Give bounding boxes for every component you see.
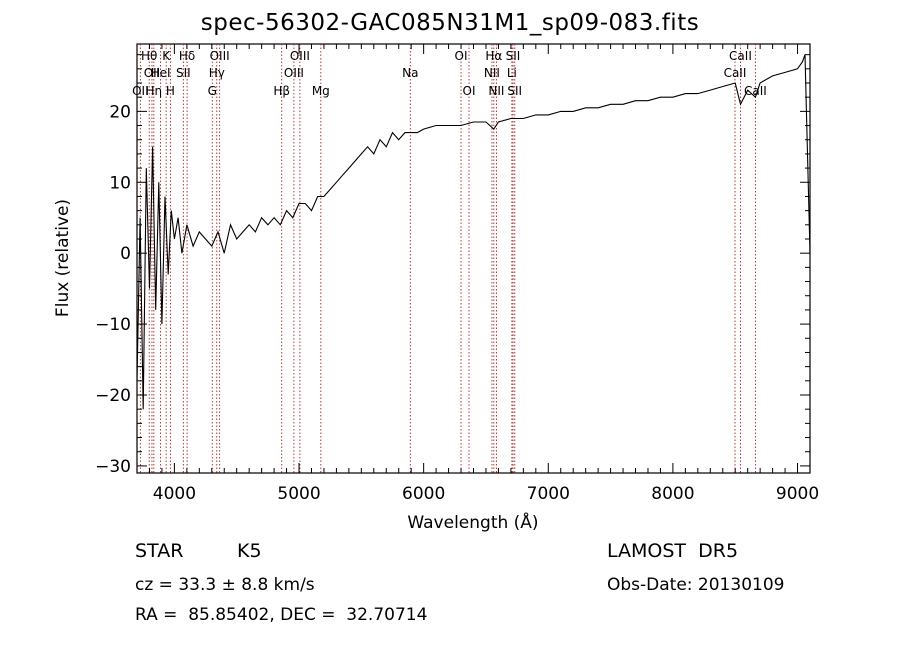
line-marker-label: OII — [144, 66, 161, 80]
line-marker-label: NII — [484, 66, 500, 80]
object-class: STAR — [135, 540, 184, 562]
x-tick-label: 6000 — [402, 484, 445, 504]
object-subclass: K5 — [237, 540, 262, 562]
chart-title: spec-56302-GAC085N31M1_sp09-083.fits — [200, 10, 700, 36]
line-marker-label: CaII — [729, 49, 752, 63]
x-tick-label: 7000 — [527, 484, 570, 504]
spectrum-line — [136, 54, 811, 410]
line-marker-label: Na — [402, 66, 418, 80]
line-marker-label: OIII — [210, 49, 230, 63]
line-marker-label: NII — [488, 84, 504, 98]
x-axis-label: Wavelength (Å) — [407, 511, 538, 533]
x-tick-label: 5000 — [277, 484, 320, 504]
line-marker-labels: OIIHθOIIHηHeIKHSIIHδGHγOIIIHβOIIIOIIIMgN… — [132, 49, 767, 98]
line-marker-label: CaII — [724, 66, 747, 80]
y-tick-label: 10 — [109, 173, 131, 193]
line-marker-label: Hβ — [273, 84, 290, 98]
line-marker-label: OIII — [284, 66, 304, 80]
y-tick-label: −20 — [95, 386, 131, 406]
line-marker-label: Mg — [312, 84, 330, 98]
line-marker-label: K — [162, 49, 171, 63]
line-marker-label: OI — [463, 84, 476, 98]
y-tick-label: 0 — [120, 244, 131, 264]
plot-frame — [136, 43, 811, 474]
line-marker-label: Li — [507, 66, 517, 80]
line-marker-label: Hγ — [209, 66, 225, 80]
line-marker-label: HeI — [151, 66, 171, 80]
x-axis: 4000 5000 6000 7000 8000 9000 — [148, 44, 819, 504]
x-tick-label: 8000 — [651, 484, 694, 504]
redshift-velocity: cz = 33.3 ± 8.8 km/s — [135, 575, 315, 595]
y-axis-label: Flux (relative) — [53, 199, 73, 317]
line-marker-label: Hδ — [179, 49, 195, 63]
observation-date: Obs-Date: 20130109 — [607, 575, 785, 595]
line-marker-label: OIII — [290, 49, 310, 63]
y-tick-label: −10 — [95, 315, 131, 335]
line-marker-label: SII — [506, 49, 521, 63]
line-markers — [139, 44, 756, 473]
line-marker-label: OII — [132, 84, 149, 98]
survey-name: LAMOST DR5 — [607, 540, 739, 562]
line-marker-label: CaII — [744, 84, 767, 98]
line-marker-label: SII — [176, 66, 191, 80]
line-marker-label: Hθ — [141, 49, 157, 63]
x-tick-label: 9000 — [776, 484, 819, 504]
sky-coordinates: RA = 85.85402, DEC = 32.70714 — [135, 605, 428, 625]
line-marker-label: OI — [455, 49, 468, 63]
y-axis: −30 −20 −10 0 10 20 — [95, 54, 810, 477]
line-marker-label: H — [166, 84, 175, 98]
y-tick-label: 20 — [109, 102, 131, 122]
line-marker-label: Hη — [146, 84, 163, 98]
y-tick-label: −30 — [95, 457, 131, 477]
line-marker-label: SII — [507, 84, 522, 98]
x-tick-label: 4000 — [153, 484, 196, 504]
line-marker-label: Hα — [485, 49, 502, 63]
line-marker-label: G — [208, 84, 217, 98]
